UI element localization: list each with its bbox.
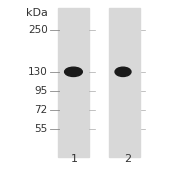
Text: 72: 72 (35, 105, 48, 115)
Bar (58, 8, 89, 157)
Text: kDa: kDa (26, 8, 48, 18)
Text: 250: 250 (28, 25, 48, 35)
Bar (109, 8, 140, 157)
Text: 55: 55 (35, 124, 48, 134)
Text: 1: 1 (71, 154, 78, 164)
Ellipse shape (65, 67, 82, 76)
Text: 2: 2 (124, 154, 131, 164)
Text: 95: 95 (35, 86, 48, 96)
Text: 130: 130 (28, 67, 48, 77)
Ellipse shape (115, 67, 131, 76)
